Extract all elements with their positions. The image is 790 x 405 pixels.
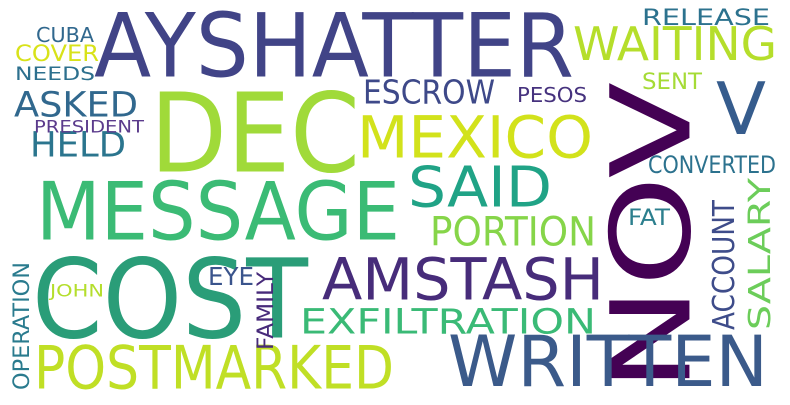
word-held: HELD: [30, 124, 126, 166]
word-dec: DEC: [150, 70, 360, 199]
word-message: MESSAGE: [36, 165, 400, 259]
word-written: WRITTEN: [448, 322, 768, 404]
word-postmarked: POSTMARKED: [34, 333, 394, 403]
word-eye: EYE: [208, 263, 254, 292]
word-john: JOHN: [50, 281, 104, 302]
word-sent: SENT: [642, 70, 702, 95]
word-said: SAID: [408, 154, 552, 221]
word-family: FAMILY: [254, 272, 279, 350]
word-ayshatter: AYSHATTER: [94, 0, 574, 98]
word-converted: CONVERTED: [648, 151, 776, 179]
word-v: V: [716, 67, 766, 152]
word-cost: COST: [32, 236, 308, 365]
word-account: ACCOUNT: [707, 200, 742, 330]
word-salary: SALARY: [743, 178, 778, 330]
word-cover: COVER: [15, 42, 99, 67]
word-escrow: ESCROW: [363, 74, 495, 113]
word-president: PRESIDENT: [34, 117, 144, 138]
word-pesos: PESOS: [517, 84, 587, 107]
word-operation: OPERATION: [10, 262, 35, 390]
word-fat: FAT: [628, 206, 670, 231]
word-waiting: WAITING: [573, 18, 777, 72]
word-portion: PORTION: [430, 208, 596, 255]
word-exfiltration: EXFILTRATION: [300, 301, 596, 343]
word-amstash: AMSTASH: [322, 246, 604, 314]
word-needs: NEEDS: [15, 62, 95, 85]
word-mexico: MEXICO: [357, 104, 593, 172]
word-release: RELEASE: [642, 6, 770, 31]
word-asked: ASKED: [14, 84, 138, 126]
word-cuba: CUBA: [36, 24, 94, 47]
